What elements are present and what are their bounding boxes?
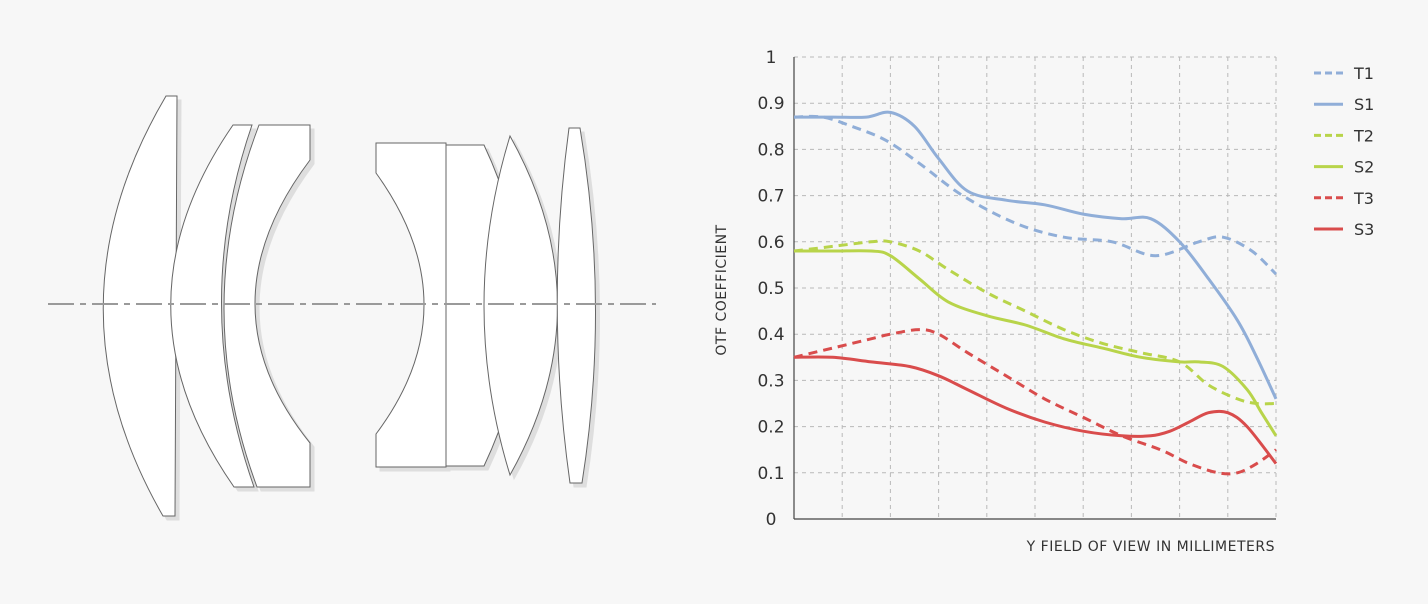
y-tick-label: 0.8 [757,140,784,160]
y-axis-title: OTF COEFFICIENT [714,224,730,355]
chart-series [793,110,1278,476]
y-tick-label: 0 [766,510,777,530]
legend-label-s2: S2 [1354,158,1374,177]
lens-diagram [48,95,656,517]
legend-label-s1: S1 [1354,95,1374,114]
chart-grid [794,56,1277,519]
y-tick-label: 1 [766,48,777,68]
y-tick-label: 0.1 [757,464,784,484]
series-line-t3 [793,328,1277,476]
y-tick-label: 0.5 [757,279,784,299]
series-line-s1 [794,110,1278,400]
x-axis-title: Y FIELD OF VIEW IN MILLIMETERS [1026,539,1275,555]
lens-element-6 [483,134,558,477]
chart-legend: T1 S1 T2 S2 T3 S3 [1314,64,1374,239]
y-tick-label: 0.2 [757,418,784,438]
legend-label-s3: S3 [1354,220,1374,239]
y-tick-label: 0.3 [757,371,784,391]
y-tick-label: 0.4 [757,325,784,345]
y-tick-labels: 0 0.1 0.2 0.3 0.4 0.5 0.6 0.7 0.8 0.9 1 [757,48,784,530]
lens-element-4 [375,142,447,468]
series-line-t1 [793,114,1278,276]
legend-label-t2: T2 [1353,126,1374,145]
chart-axes [793,57,1276,520]
lens-element-3 [223,124,311,488]
y-tick-label: 0.7 [757,187,784,207]
legend-label-t3: T3 [1353,189,1374,208]
legend-label-t1: T1 [1353,64,1374,83]
y-tick-label: 0.6 [757,233,784,253]
series-line-t2 [793,239,1277,406]
lens-element-1 [102,95,178,517]
lens-element-2 [170,124,255,488]
series-line-s3 [793,355,1278,465]
lens-element-7 [556,127,597,484]
y-tick-label: 0.9 [757,94,784,114]
series-line-s2 [794,249,1278,437]
